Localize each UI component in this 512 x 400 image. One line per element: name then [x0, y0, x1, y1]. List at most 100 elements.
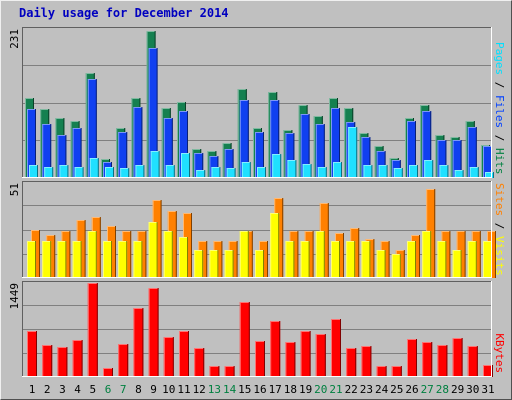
- bar-files: [407, 121, 416, 178]
- bar-visits: [42, 241, 52, 278]
- bar-pages: [302, 164, 312, 178]
- bar-pages: [59, 165, 69, 178]
- x-tick-label: 5: [89, 383, 96, 396]
- x-tick-label: 2: [44, 383, 51, 396]
- bar-visits: [239, 231, 249, 278]
- x-tick-label: 21: [329, 383, 342, 396]
- bar-pages: [89, 158, 99, 178]
- bar-files: [285, 133, 295, 178]
- bar-kbytes: [422, 342, 433, 377]
- bar-files: [331, 108, 340, 178]
- bar-kbytes: [179, 331, 189, 377]
- bar-kbytes: [483, 365, 493, 377]
- bar-visits: [331, 241, 340, 278]
- bar-pages: [348, 127, 358, 178]
- bar-files: [437, 140, 447, 178]
- bar-pages: [120, 168, 130, 178]
- bar-kbytes: [331, 319, 341, 377]
- bar-kbytes: [270, 321, 281, 377]
- x-tick-label: 31: [481, 383, 494, 396]
- x-tick-label: 25: [390, 383, 403, 396]
- bar-pages: [317, 167, 327, 178]
- bar-kbytes: [42, 345, 53, 377]
- bar-pages: [272, 154, 282, 178]
- bar-pages: [485, 172, 494, 178]
- x-tick-label: 20: [314, 383, 327, 396]
- bar-pages: [165, 165, 175, 178]
- bar-pages: [241, 162, 251, 178]
- bar-pages: [44, 167, 54, 178]
- bar-files: [224, 149, 234, 178]
- legend-item: Sites: [493, 183, 506, 216]
- bar-visits: [422, 231, 432, 278]
- bar-kbytes: [27, 331, 37, 377]
- legend-item: /: [493, 216, 506, 236]
- bar-kbytes: [255, 341, 265, 377]
- bar-kbytes: [346, 348, 357, 377]
- x-tick-label: 23: [360, 383, 373, 396]
- legend-item: Hits: [493, 148, 506, 175]
- bar-files: [42, 124, 52, 178]
- bar-files: [148, 48, 158, 178]
- bar-files: [361, 137, 371, 178]
- bar-visits: [87, 231, 97, 278]
- bar-files: [133, 107, 143, 178]
- bar-files: [255, 132, 264, 178]
- bar-visits: [285, 241, 295, 278]
- x-tick-label: 29: [451, 383, 464, 396]
- bar-pages: [363, 165, 373, 178]
- bar-pages: [150, 151, 160, 178]
- bar-visits: [346, 241, 356, 278]
- bar-files: [194, 153, 204, 178]
- bar-visits: [163, 231, 173, 278]
- bar-visits: [27, 241, 36, 278]
- bar-pages: [469, 167, 479, 178]
- x-tick-label: 9: [150, 383, 157, 396]
- bar-kbytes: [72, 340, 83, 377]
- chart-title: Daily usage for December 2014: [19, 6, 229, 20]
- legend-bottom: KBytes: [493, 333, 506, 373]
- bar-kbytes: [194, 348, 205, 377]
- x-tick-label: 16: [253, 383, 266, 396]
- x-tick-label: 14: [223, 383, 237, 396]
- bar-pages: [439, 165, 449, 178]
- bar-visits: [72, 241, 82, 278]
- bar-pages: [333, 162, 342, 178]
- bar-visits: [483, 241, 492, 278]
- bar-pages: [257, 167, 266, 178]
- bar-kbytes: [437, 345, 448, 377]
- legend-middle: Sites / Visits: [493, 183, 506, 276]
- bar-files: [376, 151, 386, 178]
- x-tick-label: 15: [238, 383, 251, 396]
- bar-kbytes: [239, 302, 250, 377]
- legend-item: Pages: [493, 42, 506, 75]
- bar-files: [118, 132, 128, 178]
- x-tick-label: 19: [299, 383, 312, 396]
- bar-visits: [452, 250, 462, 278]
- legend-item: KBytes: [493, 333, 506, 373]
- bar-files: [179, 111, 188, 178]
- bar-pages: [287, 160, 297, 178]
- bar-kbytes: [133, 308, 144, 377]
- bar-visits: [148, 222, 158, 278]
- bar-kbytes: [57, 347, 68, 377]
- bar-visits: [407, 241, 416, 278]
- bar-visits: [133, 241, 143, 278]
- bar-files: [315, 124, 325, 178]
- x-tick-label: 4: [74, 383, 81, 396]
- bar-visits: [437, 241, 447, 278]
- bar-pages: [211, 167, 221, 178]
- bar-kbytes: [300, 331, 311, 377]
- bar-kbytes: [163, 337, 174, 377]
- legend-top: Pages / Files / Hits: [493, 42, 506, 175]
- x-tick-label: 7: [120, 383, 127, 396]
- x-tick-label: 28: [436, 383, 449, 396]
- ymax-label-top: 231: [8, 29, 21, 49]
- legend-item: /: [493, 75, 506, 95]
- x-tick-label: 17: [269, 383, 282, 396]
- bar-pages: [226, 168, 236, 178]
- bar-visits: [315, 231, 325, 278]
- bar-files: [422, 111, 432, 178]
- bar-visits: [376, 250, 386, 278]
